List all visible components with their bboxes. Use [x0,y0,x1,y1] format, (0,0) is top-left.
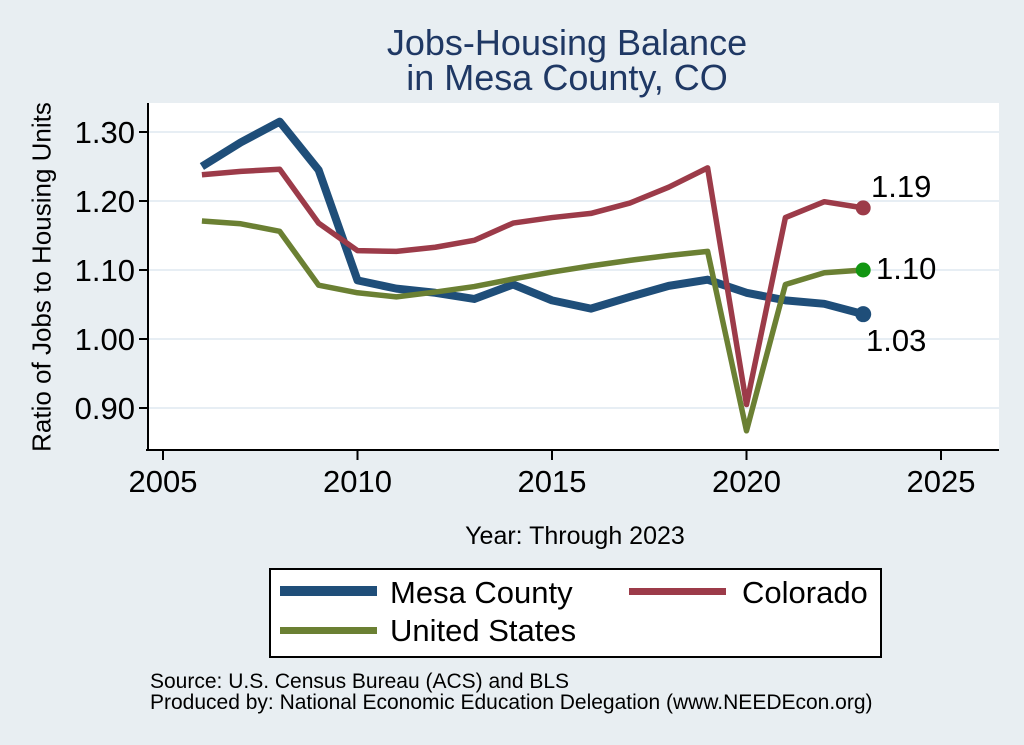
x-tick-label: 2015 [518,464,587,499]
y-axis-title: Ratio of Jobs to Housing Units [26,102,57,452]
x-tick-label: 2025 [907,464,976,499]
chart-title-line2: in Mesa County, CO [406,57,728,98]
legend-swatch-colorado [629,588,726,595]
x-tick-label: 2020 [712,464,781,499]
end-dot-colorado [855,200,871,216]
produced-by-line: Produced by: National Economic Education… [150,691,873,714]
end-dot-united-states [855,262,871,278]
source-line: Source: U.S. Census Bureau (ACS) and BLS [150,670,570,693]
legend-swatch-mesa-county [280,586,377,596]
y-tick-label: 1.20 [75,184,135,219]
y-tick-label: 1.30 [75,115,135,150]
legend: Mesa County Colorado United States [269,568,882,658]
legend-label-mesa-county: Mesa County [390,575,573,610]
end-label-united-states: 1.10 [876,251,937,286]
x-tick-label: 2005 [129,464,198,499]
legend-label-united-states: United States [390,613,577,648]
end-label-mesa-county: 1.03 [866,323,927,358]
chart-title-line1: Jobs-Housing Balance [386,22,748,63]
plot-background [148,103,999,450]
x-tick-label: 2010 [323,464,392,499]
source-note: Source: U.S. Census Bureau (ACS) and BLS… [150,671,873,713]
chart-title: Jobs-Housing Balance in Mesa County, CO [102,22,1024,98]
legend-label-colorado: Colorado [742,575,868,610]
legend-swatch-united-states [280,627,377,634]
series-line-united-states [201,218,864,434]
y-tick-label: 1.10 [75,253,135,288]
x-axis-label: Year: Through 2023 [465,522,685,550]
end-label-colorado: 1.19 [871,169,932,204]
series-line-mesa-county [199,117,865,319]
y-tick-label: 0.90 [75,391,135,426]
end-dot-mesa-county [855,306,872,323]
series-line-colorado [201,165,864,408]
y-tick-label: 1.00 [75,322,135,357]
